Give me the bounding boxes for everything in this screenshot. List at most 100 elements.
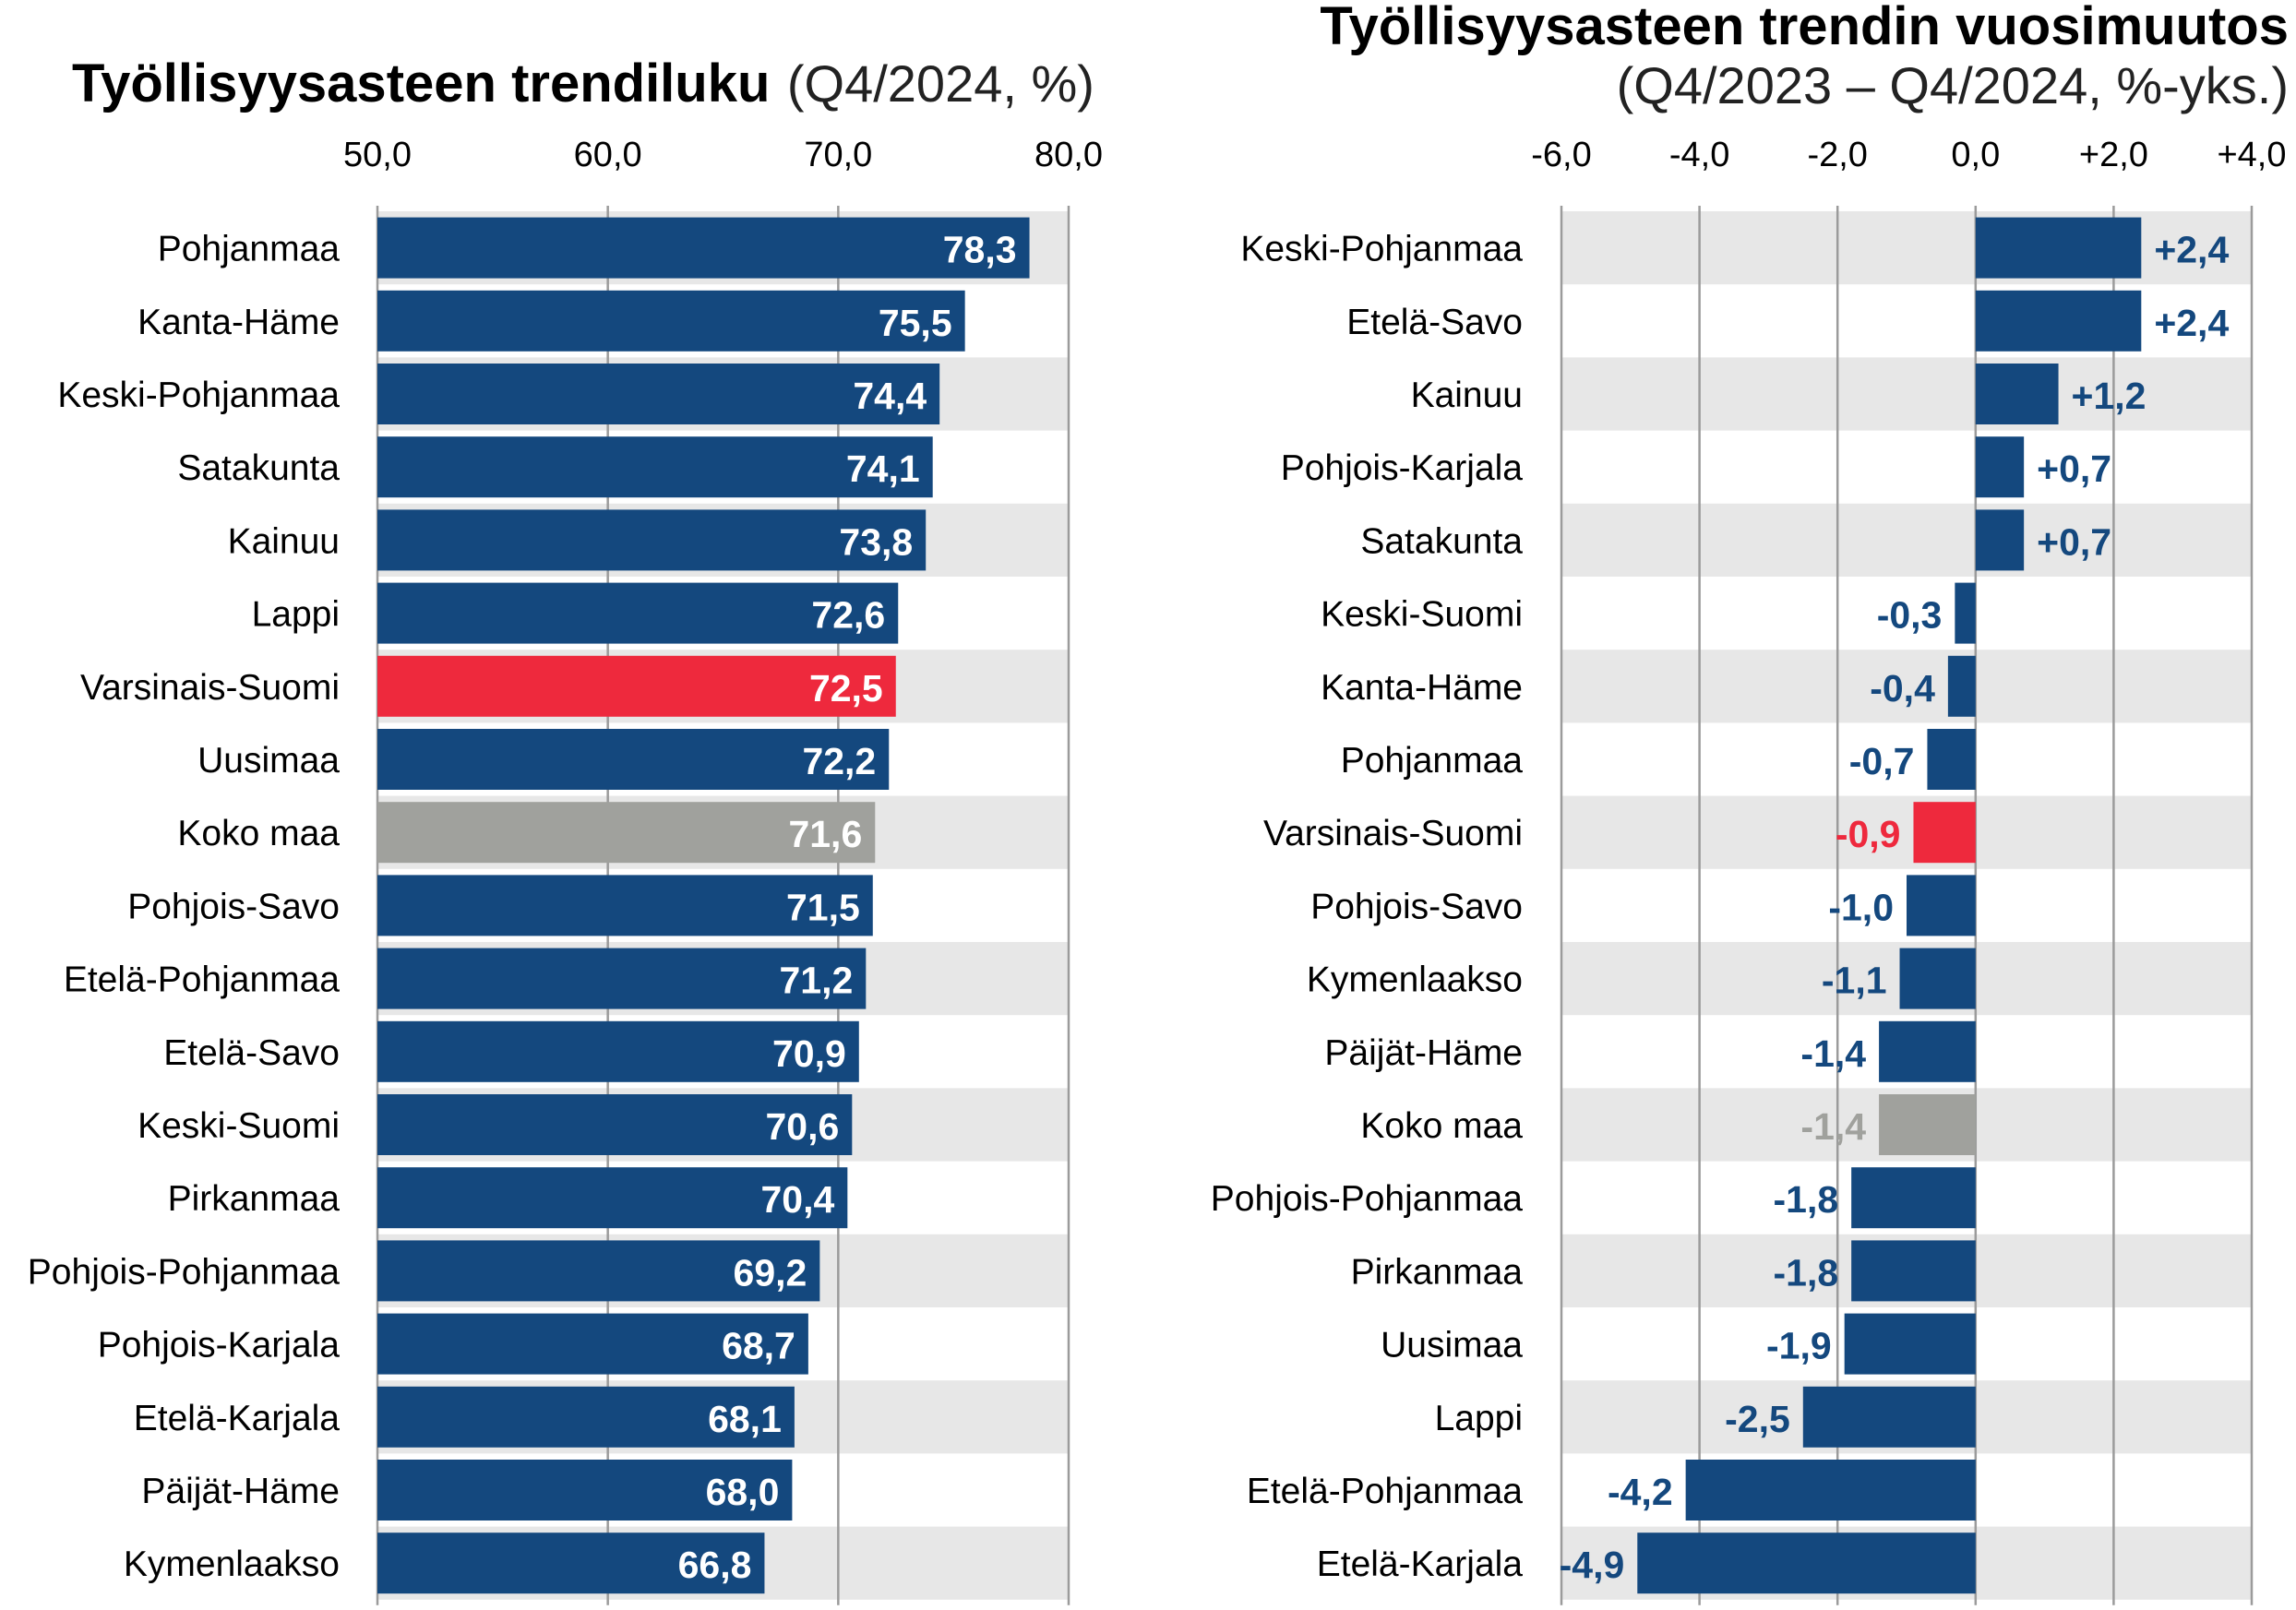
bar bbox=[1899, 948, 1976, 1009]
bar bbox=[377, 1240, 820, 1302]
tick-label: -4,0 bbox=[1669, 136, 1729, 174]
tick-label: 0,0 bbox=[1951, 136, 2000, 174]
category-label: Varsinais-Suomi bbox=[1263, 814, 1523, 853]
value-label: 71,6 bbox=[788, 813, 862, 855]
bar bbox=[1851, 1167, 1976, 1229]
category-label: Koko maa bbox=[1360, 1106, 1523, 1146]
category-label: Kainuu bbox=[228, 521, 340, 561]
bar bbox=[377, 217, 1030, 279]
value-label: 70,4 bbox=[761, 1178, 835, 1221]
left-title-sub: (Q4/2024, %) bbox=[787, 54, 1094, 113]
row-band bbox=[1561, 211, 2252, 285]
value-label: -4,9 bbox=[1560, 1544, 1625, 1586]
value-label: 78,3 bbox=[943, 229, 1017, 271]
value-label: 73,8 bbox=[839, 520, 913, 563]
bar bbox=[377, 1020, 859, 1082]
bar bbox=[1844, 1313, 1976, 1375]
category-label: Pohjois-Pohjanmaa bbox=[28, 1252, 341, 1292]
value-label: -1,4 bbox=[1800, 1032, 1866, 1075]
category-label: Kymenlaakso bbox=[1307, 960, 1523, 1000]
bar bbox=[1975, 509, 2025, 571]
category-label: Kanta-Häme bbox=[1321, 668, 1523, 708]
value-label: -0,3 bbox=[1877, 594, 1943, 637]
bar bbox=[377, 436, 933, 498]
trend-level-chart: Työllisyysasteen trendiluku (Q4/2024, %)… bbox=[28, 54, 1103, 1605]
category-label: Päijät-Häme bbox=[141, 1472, 340, 1511]
value-label: +2,4 bbox=[2154, 229, 2229, 271]
category-label: Pohjois-Pohjanmaa bbox=[1211, 1179, 1524, 1219]
bar bbox=[1975, 217, 2142, 279]
bar bbox=[377, 875, 873, 936]
tick-label: 60,0 bbox=[574, 136, 642, 174]
row-band bbox=[1561, 503, 2252, 577]
category-label: Keski-Suomi bbox=[1321, 595, 1523, 635]
left-bars bbox=[377, 217, 1030, 1594]
left-title-main: Työllisyysasteen trendiluku bbox=[72, 54, 770, 113]
value-label: 70,6 bbox=[766, 1105, 840, 1148]
bar bbox=[1947, 655, 1976, 717]
category-label: Pohjanmaa bbox=[1341, 741, 1524, 781]
value-label: -1,9 bbox=[1766, 1325, 1832, 1367]
value-label: 72,6 bbox=[811, 594, 885, 637]
bar bbox=[377, 948, 867, 1009]
value-label: 70,9 bbox=[772, 1032, 846, 1075]
category-label: Etelä-Savo bbox=[1346, 303, 1523, 342]
value-label: -1,8 bbox=[1774, 1251, 1839, 1294]
value-label: 68,1 bbox=[708, 1398, 782, 1440]
category-label: Pohjois-Savo bbox=[127, 887, 340, 926]
value-label: 71,2 bbox=[779, 960, 853, 1002]
bar bbox=[1851, 1240, 1976, 1302]
category-label: Kanta-Häme bbox=[138, 303, 340, 342]
value-label: -1,8 bbox=[1774, 1178, 1839, 1221]
value-label: 74,1 bbox=[846, 447, 920, 490]
bar bbox=[377, 364, 940, 424]
category-label: Kainuu bbox=[1411, 376, 1523, 415]
right-category-labels: Keski-Pohjanmaa Etelä-Savo Kainuu Pohjois-K… bbox=[1211, 230, 1524, 1585]
right-chart-title: Työllisyysasteen trendin vuosimuutos bbox=[1320, 0, 2289, 56]
value-label: 72,2 bbox=[802, 740, 876, 782]
bar bbox=[377, 582, 899, 644]
bar bbox=[1955, 582, 1976, 644]
category-label: Keski-Pohjanmaa bbox=[1240, 230, 1523, 269]
category-label: Varsinais-Suomi bbox=[80, 668, 340, 708]
tick-label: 70,0 bbox=[804, 136, 872, 174]
bar bbox=[377, 1094, 853, 1155]
bar bbox=[1879, 1094, 1976, 1155]
category-label: Koko maa bbox=[177, 814, 340, 853]
category-label: Etelä-Pohjanmaa bbox=[1247, 1472, 1523, 1511]
category-label: Etelä-Karjala bbox=[1317, 1544, 1524, 1584]
category-label: Keski-Pohjanmaa bbox=[57, 376, 340, 415]
bar bbox=[377, 290, 965, 352]
category-label: Uusimaa bbox=[1381, 1326, 1523, 1366]
category-label: Pirkanmaa bbox=[1351, 1252, 1524, 1292]
bar bbox=[377, 1167, 848, 1229]
bar bbox=[377, 802, 876, 864]
tick-label: -2,0 bbox=[1807, 136, 1867, 174]
row-band bbox=[1561, 795, 2252, 869]
value-label: -1,0 bbox=[1828, 886, 1894, 928]
value-label: 75,5 bbox=[879, 302, 952, 344]
value-label: -1,1 bbox=[1822, 960, 1887, 1002]
bar bbox=[377, 729, 890, 790]
value-label: 69,2 bbox=[734, 1251, 807, 1294]
tick-label: +4,0 bbox=[2217, 136, 2286, 174]
value-label: -0,7 bbox=[1849, 740, 1915, 782]
category-label: Pirkanmaa bbox=[168, 1179, 341, 1219]
category-label: Pohjois-Karjala bbox=[98, 1326, 341, 1366]
left-axis-ticks: 50,0 60,0 70,0 80,0 bbox=[343, 136, 1103, 174]
value-label: -2,5 bbox=[1725, 1398, 1790, 1440]
bar bbox=[377, 1460, 793, 1521]
category-label: Päijät-Häme bbox=[1324, 1033, 1523, 1073]
bar bbox=[1927, 729, 1976, 790]
right-axis-ticks: -6,0 -4,0 -2,0 0,0 +2,0 +4,0 bbox=[1531, 136, 2286, 174]
category-label: Pohjanmaa bbox=[158, 230, 341, 269]
bar bbox=[377, 655, 896, 717]
category-label: Keski-Suomi bbox=[138, 1106, 340, 1146]
category-label: Etelä-Savo bbox=[163, 1033, 340, 1073]
category-label: Etelä-Karjala bbox=[134, 1399, 341, 1438]
bar bbox=[1975, 436, 2025, 498]
bar bbox=[1685, 1460, 1976, 1521]
value-label: +1,2 bbox=[2072, 375, 2147, 417]
category-label: Pohjois-Karjala bbox=[1281, 448, 1524, 488]
